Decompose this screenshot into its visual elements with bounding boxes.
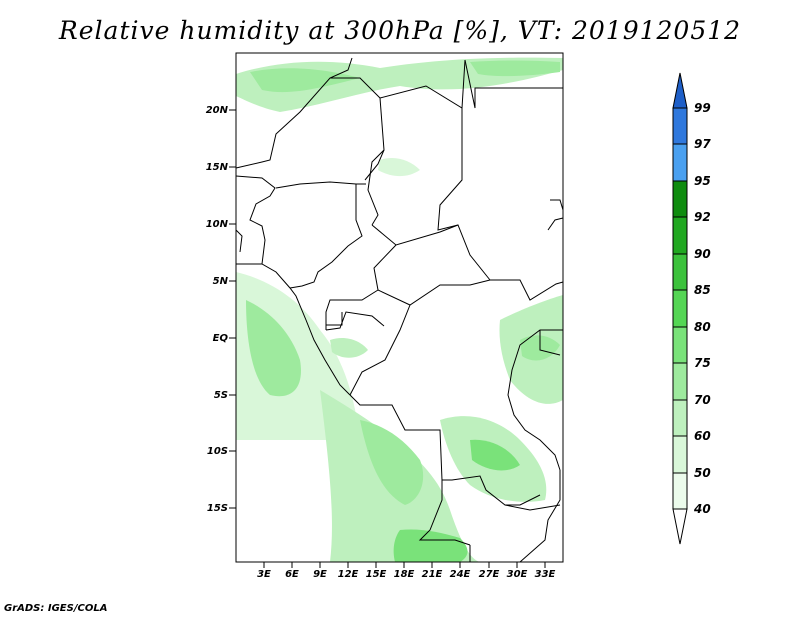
colorbar-label: 90 [694, 247, 711, 261]
lat-tick-15s: 15S [207, 503, 236, 514]
colorbar-label: 60 [694, 429, 711, 443]
colorbar-label: 97 [694, 137, 711, 151]
lat-tick-20n: 20N [206, 105, 236, 116]
colorbar-bin [672, 216, 688, 255]
colorbar-bin [672, 180, 688, 218]
longitude-axis: 3E 6E 9E 12E 15E 18E 21E 24E 27E 30E 33E [257, 562, 556, 580]
grads-credit: GrADS: IGES/COLA [4, 603, 108, 614]
map-frame [235, 52, 564, 563]
lat-label: 10N [206, 219, 229, 230]
colorbar-bin [672, 326, 688, 364]
lon-tick-9e: 9E [313, 562, 327, 580]
lon-tick-18e: 18E [394, 562, 415, 580]
lon-label: 18E [394, 569, 415, 580]
map-title: Relative humidity at 300hPa [%], VT: 201… [58, 16, 742, 45]
colorbar-bin [672, 362, 688, 401]
latitude-axis: 20N 15N 10N 5N EQ 5S 10S 15S [206, 105, 236, 514]
lat-label: 15S [207, 503, 228, 514]
lon-label: 6E [285, 569, 299, 580]
lat-label: 10S [207, 446, 228, 457]
lat-label: 5S [214, 390, 228, 401]
colorbar: 99 97 95 92 90 85 80 75 70 60 50 40 [672, 72, 711, 545]
colorbar-label: 50 [694, 466, 711, 480]
colorbar-bin [672, 435, 688, 474]
colorbar-bin [672, 289, 688, 328]
colorbar-label: 75 [694, 356, 711, 370]
colorbar-label: 92 [694, 210, 711, 224]
colorbar-label: 85 [694, 283, 711, 297]
colorbar-bin [672, 253, 688, 291]
lon-label: 21E [422, 569, 443, 580]
lat-tick-10s: 10S [207, 446, 236, 457]
lat-label: EQ [213, 333, 229, 344]
lat-tick-eq: EQ [213, 333, 236, 344]
colorbar-bin [672, 143, 688, 182]
lon-tick-21e: 21E [422, 562, 443, 580]
lat-label: 20N [206, 105, 229, 116]
lon-tick-6e: 6E [285, 562, 299, 580]
lon-label: 30E [507, 569, 528, 580]
country-borders [235, 57, 564, 563]
lon-tick-27e: 27E [479, 562, 500, 580]
lat-label: 15N [206, 162, 229, 173]
humidity-field [236, 57, 563, 562]
lon-tick-33e: 33E [535, 562, 556, 580]
lon-label: 9E [313, 569, 327, 580]
colorbar-label: 99 [694, 101, 711, 115]
lon-tick-3e: 3E [257, 562, 271, 580]
lat-tick-5n: 5N [213, 276, 236, 287]
colorbar-bin [672, 399, 688, 437]
colorbar-bottom-arrow [672, 508, 688, 545]
lon-label: 33E [535, 569, 556, 580]
colorbar-label: 80 [694, 320, 711, 334]
lon-label: 15E [366, 569, 387, 580]
lon-label: 27E [479, 569, 500, 580]
lon-tick-15e: 15E [366, 562, 387, 580]
colorbar-bin [672, 107, 688, 145]
colorbar-label: 95 [694, 174, 711, 188]
lat-tick-10n: 10N [206, 219, 236, 230]
lon-label: 24E [450, 569, 471, 580]
colorbar-label: 40 [693, 502, 711, 516]
lon-label: 3E [257, 569, 271, 580]
lon-tick-30e: 30E [507, 562, 528, 580]
lon-label: 12E [338, 569, 359, 580]
colorbar-bin [672, 472, 688, 510]
lat-label: 5N [213, 276, 229, 287]
colorbar-label: 70 [694, 393, 711, 407]
colorbar-top-arrow [672, 72, 688, 109]
lon-tick-24e: 24E [450, 562, 471, 580]
lat-tick-15n: 15N [206, 162, 236, 173]
lat-tick-5s: 5S [214, 390, 236, 401]
lon-tick-12e: 12E [338, 562, 359, 580]
